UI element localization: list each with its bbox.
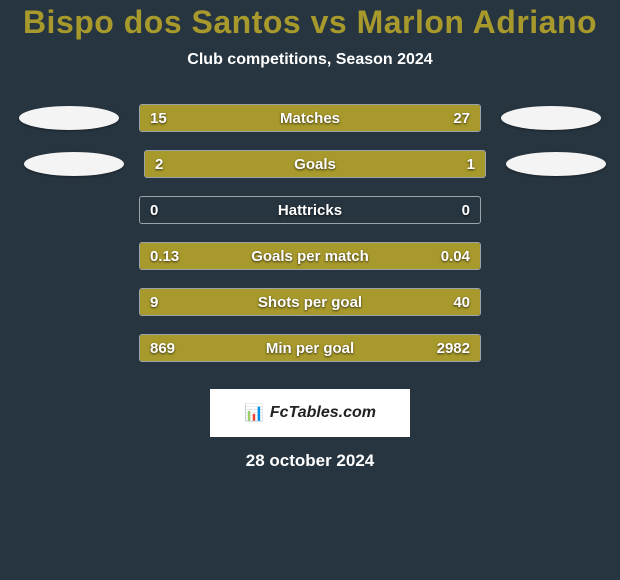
- title-player-b: Marlon Adriano: [357, 4, 597, 40]
- stat-bar: Shots per goal940: [139, 288, 481, 316]
- subtitle: Club competitions, Season 2024: [0, 51, 620, 69]
- brand-box: 📊 FcTables.com: [210, 389, 410, 437]
- brand-text: FcTables.com: [270, 404, 376, 422]
- page-title: Bispo dos Santos vs Marlon Adriano: [0, 0, 620, 41]
- bar-fill-right: [203, 289, 480, 315]
- stat-value-right: 0: [462, 197, 470, 223]
- title-vs: vs: [311, 4, 348, 40]
- stat-row: Hattricks0 0: [0, 187, 620, 233]
- stat-row: Goals21: [0, 141, 620, 187]
- stat-bar: Goals21: [144, 150, 486, 178]
- stat-row: Min per goal8692982: [0, 325, 620, 371]
- bar-fill-left: [140, 105, 261, 131]
- bar-fill-left: [140, 335, 217, 361]
- stat-value-left: 0: [150, 197, 158, 223]
- chart-icon: 📊: [244, 403, 264, 423]
- bar-fill-left: [140, 243, 400, 269]
- bar-fill-right: [261, 105, 480, 131]
- bar-fill-left: [145, 151, 372, 177]
- stat-row: Matches1527: [0, 95, 620, 141]
- bar-fill-right: [400, 243, 480, 269]
- avatar-right: [501, 106, 601, 130]
- avatar-left: [19, 106, 119, 130]
- stat-row: Shots per goal940: [0, 279, 620, 325]
- bar-fill-left: [140, 289, 203, 315]
- date-text: 28 october 2024: [0, 451, 620, 471]
- stat-rows: Matches1527 Goals21 Hattricks0 0 Goals per m…: [0, 95, 620, 371]
- stat-bar: Hattricks0 0: [139, 196, 481, 224]
- stat-row: Goals per match0.130.04: [0, 233, 620, 279]
- stat-bar: Min per goal8692982: [139, 334, 481, 362]
- bar-fill-right: [372, 151, 485, 177]
- title-player-a: Bispo dos Santos: [23, 4, 301, 40]
- stat-bar: Goals per match0.130.04: [139, 242, 481, 270]
- avatar-left: [24, 152, 124, 176]
- avatar-right: [506, 152, 606, 176]
- stat-bar: Matches1527: [139, 104, 481, 132]
- bar-fill-right: [217, 335, 480, 361]
- stat-label: Hattricks: [140, 197, 480, 223]
